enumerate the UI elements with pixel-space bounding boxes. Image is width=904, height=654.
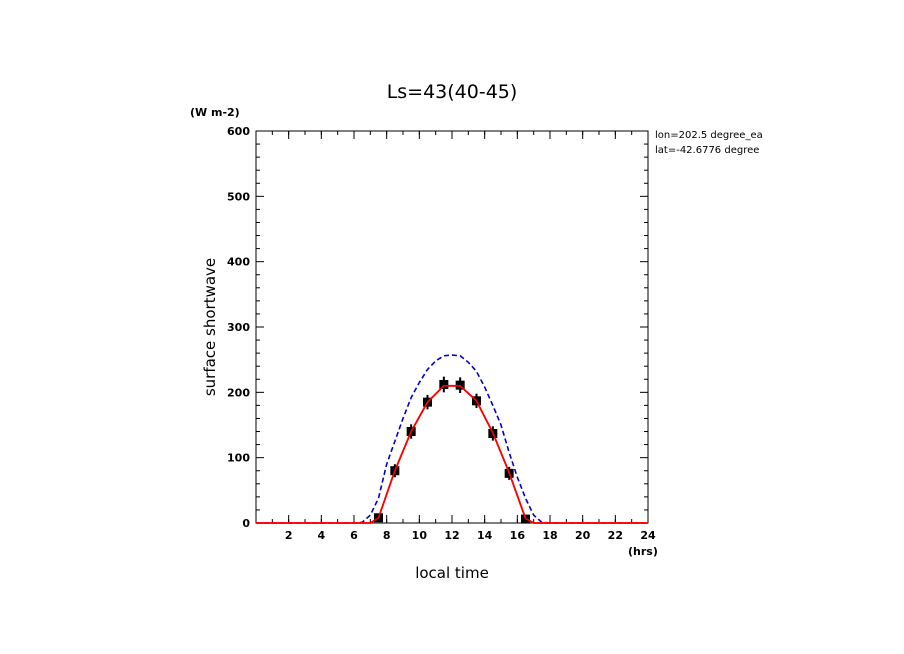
x-axis-label: local time — [415, 564, 489, 582]
data-point — [439, 379, 449, 389]
y-tick-label: 200 — [227, 386, 250, 399]
y-tick-label: 300 — [227, 321, 250, 334]
x-unit-label: (hrs) — [628, 545, 658, 558]
x-tick-label: 12 — [444, 529, 459, 542]
dashed-series-line — [256, 354, 648, 524]
x-tick-label: 24 — [640, 529, 656, 542]
y-tick-label: 500 — [227, 190, 250, 203]
x-tick-label: 8 — [383, 529, 391, 542]
chart-title: Ls=43(40-45) — [387, 81, 518, 103]
y-tick-label: 100 — [227, 452, 250, 465]
x-tick-label: 2 — [285, 529, 293, 542]
x-tick-label: 18 — [542, 529, 557, 542]
y-tick-label: 0 — [242, 517, 250, 530]
y-tick-label: 400 — [227, 256, 250, 269]
y-axis-label: surface shortwave — [201, 258, 219, 396]
x-tick-label: 10 — [412, 529, 428, 542]
y-tick-label: 600 — [227, 125, 250, 138]
x-tick-label: 20 — [575, 529, 591, 542]
x-tick-label: 22 — [608, 529, 623, 542]
x-tick-label: 4 — [318, 529, 326, 542]
solid-series-line-overlay — [256, 384, 648, 524]
plot-frame — [255, 130, 649, 524]
annotation-lon: lon=202.5 degree_ea — [655, 130, 763, 141]
annotation-lat: lat=-42.6776 degree — [655, 145, 759, 156]
solid-series-line — [256, 384, 648, 524]
x-tick-label: 6 — [350, 529, 358, 542]
y-unit-label: (W m-2) — [190, 106, 240, 119]
x-tick-label: 16 — [510, 529, 526, 542]
x-tick-label: 14 — [477, 529, 493, 542]
